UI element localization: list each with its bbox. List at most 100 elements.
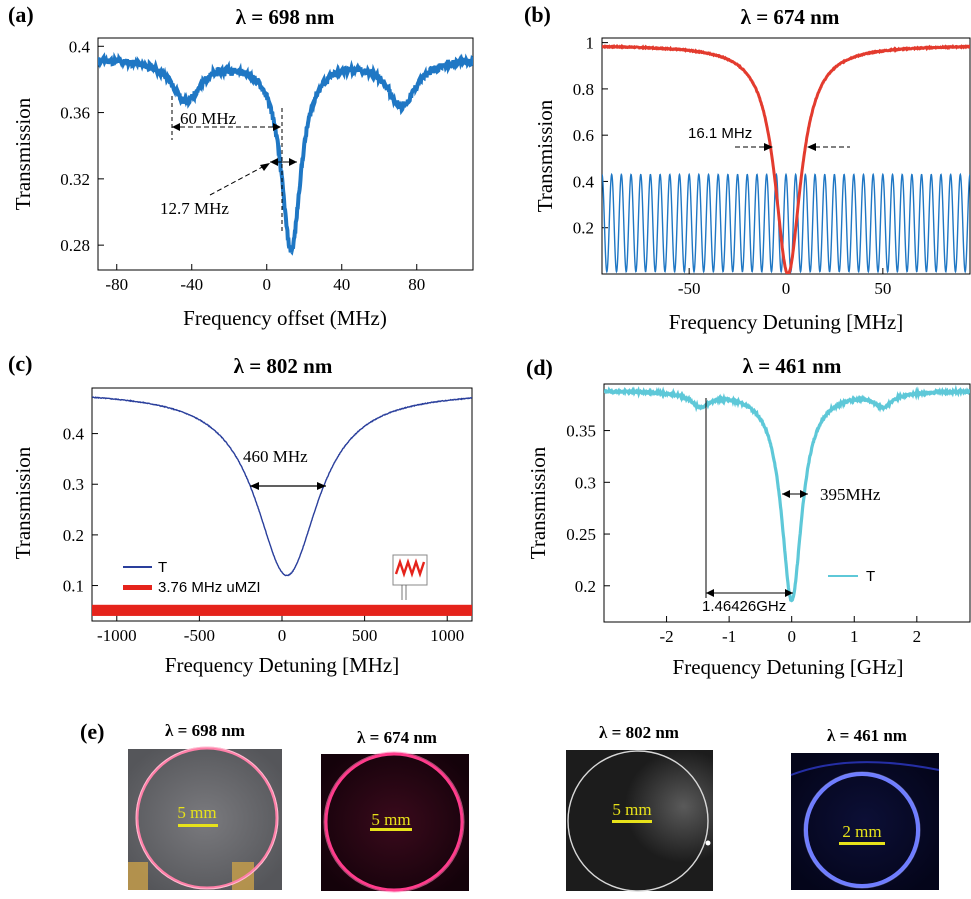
y-tick-label: 0.1: [63, 577, 84, 596]
image-802nm: λ = 802 nm 5 mm: [566, 723, 713, 892]
image-461nm: λ = 461 nm 2 mm: [790, 726, 940, 890]
legend-label-d-t: T: [866, 568, 875, 585]
x-tick-label: -1: [722, 627, 736, 646]
panel-c-xlabel: Frequency Detuning [MHz]: [165, 653, 399, 677]
panel-d-series-t: [604, 384, 970, 603]
panel-d: (d) λ = 461 nm -2 -1 0 1 2 0.2 0.25 0.3 0.35 Fre…: [526, 354, 971, 679]
panel-a-annotation-12-7mhz: 12.7 MHz: [160, 199, 229, 218]
panel-c-title: λ = 802 nm: [234, 354, 333, 378]
panel-c-inset: [392, 554, 428, 600]
panel-d-title: λ = 461 nm: [743, 354, 842, 378]
x-tick-label: -80: [105, 275, 128, 294]
panel-b-annotation-16-1mhz: 16.1 MHz: [688, 125, 752, 142]
panel-d-annotation-1-46426ghz: 1.46426GHz: [702, 598, 786, 615]
y-tick-label: 0.36: [60, 104, 90, 123]
x-tick-label: -50: [678, 279, 701, 298]
panel-d-legend: T: [828, 568, 875, 585]
image-698nm-scale-label: 5 mm: [177, 803, 216, 822]
panel-e: (e) λ = 698 nm 5 mm λ = 674 nm 5 mm λ = …: [80, 719, 940, 893]
panel-a: (a) λ = 698 nm -80 -40 0 40 80 0.28 0.32 0.36 0.…: [8, 2, 474, 330]
y-tick-label: 0.32: [60, 170, 90, 189]
x-tick-label: 0: [787, 627, 796, 646]
image-802nm-scale-bar: [612, 820, 652, 823]
image-674nm-scale-bar: [370, 828, 412, 831]
panel-c: (c) λ = 802 nm -1000 -500 0 500 1000 0.1 0.2 0.…: [8, 351, 473, 677]
image-802nm-title: λ = 802 nm: [599, 723, 679, 742]
legend-swatch-umzi: [123, 585, 152, 590]
y-tick-label: 0.6: [573, 126, 594, 145]
panel-d-annotations: 1.46426GHz 395MHz: [702, 398, 881, 615]
panel-d-ylabel: Transmission: [526, 446, 550, 559]
panel-c-annotations: 460 MHz: [243, 447, 326, 490]
y-tick-label: 0.25: [566, 525, 596, 544]
x-tick-label: -500: [184, 626, 215, 645]
panel-d-annotation-395mhz: 395MHz: [820, 485, 881, 504]
image-698nm: λ = 698 nm 5 mm: [128, 721, 282, 890]
image-802nm-scale-label: 5 mm: [612, 800, 651, 819]
image-461nm-title: λ = 461 nm: [827, 726, 907, 745]
panel-b-series-fringes: [602, 172, 970, 274]
x-tick-label: 2: [913, 627, 922, 646]
image-674nm-ring: [324, 752, 464, 892]
panel-c-ylabel: Transmission: [11, 446, 35, 559]
legend-label-t: T: [158, 559, 167, 576]
x-tick-label: -1000: [97, 626, 137, 645]
y-tick-label: 0.28: [60, 236, 90, 255]
panel-b-ylabel: Transmission: [533, 99, 557, 212]
panel-b: (b) λ = 674 nm -50 0 50 0.2 0.4 0.6 0.8 1 Frequ…: [524, 2, 971, 334]
panel-a-plot-area: [97, 37, 474, 271]
panel-a-xlabel: Frequency offset (MHz): [183, 306, 387, 330]
y-tick-label: 0.4: [573, 172, 595, 191]
panel-a-series-line: [98, 51, 473, 256]
y-tick-label: 0.3: [575, 473, 596, 492]
x-tick-label: 80: [408, 275, 425, 294]
x-tick-label: -40: [180, 275, 203, 294]
panel-b-annotations: 16.1 MHz: [688, 125, 850, 151]
y-tick-label: 0.3: [63, 475, 84, 494]
x-tick-label: 1: [850, 627, 859, 646]
panel-d-label: (d): [526, 355, 553, 380]
panel-c-series-umzi-band: [92, 604, 472, 616]
image-461nm-scale-label: 2 mm: [842, 822, 881, 841]
y-tick-label: 0.4: [63, 425, 85, 444]
y-tick-label: 0.2: [575, 577, 596, 596]
panel-a-annotations: 60 MHz 12.7 MHz: [160, 96, 297, 232]
panel-b-title: λ = 674 nm: [741, 5, 840, 29]
panel-e-label: (e): [80, 719, 104, 744]
panel-b-xlabel: Frequency Detuning [MHz]: [669, 310, 903, 334]
image-698nm-scale-bar: [178, 824, 218, 827]
panel-d-plot-area: [603, 383, 971, 623]
y-tick-label: 0.2: [63, 526, 84, 545]
x-tick-label: 50: [874, 279, 891, 298]
image-674nm: λ = 674 nm 5 mm: [321, 728, 469, 893]
panel-a-label: (a): [8, 2, 34, 27]
x-tick-label: 500: [352, 626, 378, 645]
panel-c-legend: T 3.76 MHz uMZI: [123, 559, 261, 596]
image-698nm-ring: [135, 746, 279, 890]
x-tick-label: 40: [333, 275, 350, 294]
y-tick-label: 1: [586, 34, 595, 53]
x-tick-label: 1000: [430, 626, 464, 645]
panel-b-label: (b): [524, 2, 551, 27]
panel-c-annotation-460mhz: 460 MHz: [243, 447, 308, 466]
x-tick-label: 0: [278, 626, 287, 645]
panel-a-title: λ = 698 nm: [236, 5, 335, 29]
y-tick-label: 0.4: [69, 37, 91, 56]
panel-c-series-t: [92, 396, 472, 577]
panel-a-annotation-60mhz: 60 MHz: [180, 109, 237, 128]
image-674nm-scale-label: 5 mm: [371, 810, 410, 829]
image-802nm-ring: [567, 750, 709, 892]
image-461nm-scale-bar: [839, 842, 885, 845]
panel-a-ylabel: Transmission: [11, 97, 35, 210]
y-tick-label: 0.35: [566, 422, 596, 441]
x-tick-label: -2: [659, 627, 673, 646]
y-tick-label: 0.8: [573, 80, 594, 99]
image-674nm-title: λ = 674 nm: [357, 728, 437, 747]
panel-b-series-resonance: [602, 43, 970, 274]
panel-d-xlabel: Frequency Detuning [GHz]: [673, 655, 904, 679]
panel-c-label: (c): [8, 351, 32, 376]
image-461nm-ring: [804, 772, 920, 888]
x-tick-label: 0: [782, 279, 791, 298]
x-tick-label: 0: [263, 275, 272, 294]
